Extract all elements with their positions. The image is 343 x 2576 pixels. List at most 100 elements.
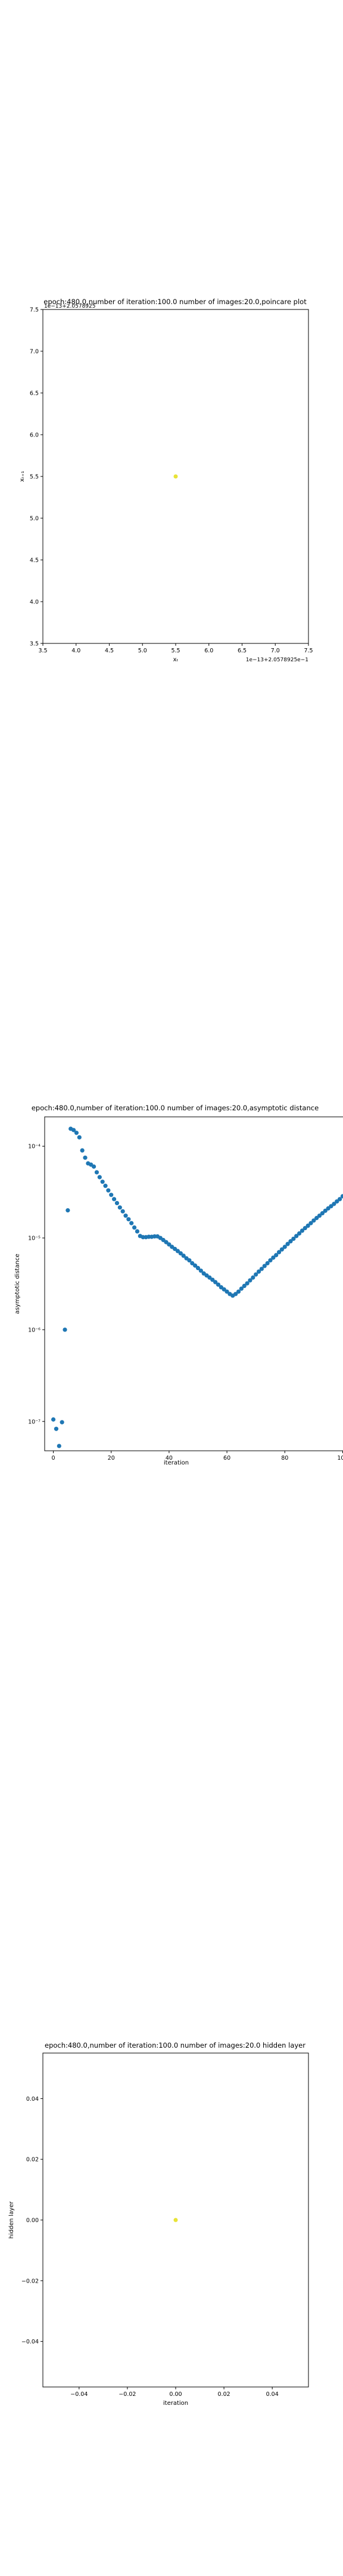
poincare-y-tick-label: 5.0 <box>30 516 39 522</box>
asymptotic-point <box>123 1213 128 1218</box>
poincare-y-tick-label: 4.5 <box>30 558 39 564</box>
asymptotic-point <box>314 1216 319 1221</box>
asymptotic-point <box>167 1242 172 1247</box>
asymptotic-point <box>332 1202 336 1206</box>
asymptotic-point <box>178 1251 183 1256</box>
asymptotic-point <box>242 1283 247 1289</box>
asymptotic-point <box>80 1148 85 1153</box>
asymptotic-point <box>271 1255 276 1260</box>
asymptotic-point <box>63 1327 67 1332</box>
asymptotic-point <box>288 1239 293 1244</box>
asymptotic-y-label: asymptotic distance <box>14 1253 21 1314</box>
asymptotic-point <box>216 1282 221 1287</box>
asymptotic-point <box>97 1175 102 1179</box>
asymptotic-point <box>297 1231 302 1236</box>
asymptotic-point <box>51 1417 56 1422</box>
poincare-point <box>173 474 178 479</box>
asymptotic-distance-chart: epoch:480.0,number of iteration:100.0 nu… <box>14 1104 343 1466</box>
poincare-x-tick-label: 4.0 <box>71 648 80 654</box>
asymptotic-plot-area <box>44 1116 343 1451</box>
hidden-layer-x-label: iteration <box>163 2400 188 2407</box>
hidden-layer-x-tick-label: −0.02 <box>119 2391 136 2398</box>
asymptotic-point <box>268 1258 273 1263</box>
hidden-layer-chart: epoch:480.0,number of iteration:100.0 nu… <box>8 2041 309 2407</box>
asymptotic-point <box>279 1247 284 1252</box>
asymptotic-point <box>57 1444 61 1448</box>
asymptotic-point <box>248 1278 252 1283</box>
hidden-layer-y-label: hidden layer <box>8 2201 15 2238</box>
asymptotic-point <box>181 1253 186 1258</box>
asymptotic-point <box>329 1204 333 1209</box>
asymptotic-point <box>308 1221 313 1225</box>
poincare-x-tick-label: 5.5 <box>171 648 180 654</box>
asymptotic-point <box>256 1269 261 1274</box>
poincare-x-tick-label: 7.0 <box>271 648 280 654</box>
asymptotic-point <box>305 1223 310 1228</box>
poincare-y-tick-label: 3.5 <box>30 641 39 648</box>
asymptotic-y-tick-label: 10⁻⁶ <box>28 1327 40 1333</box>
poincare-x-tick-label: 4.5 <box>105 648 114 654</box>
asymptotic-point <box>224 1289 229 1294</box>
asymptotic-point <box>335 1199 339 1204</box>
asymptotic-point <box>259 1267 264 1271</box>
asymptotic-point <box>276 1250 282 1255</box>
hidden-layer-y-tick-label: 0.04 <box>26 2096 39 2103</box>
asymptotic-x-tick-label: 40 <box>166 1455 173 1462</box>
asymptotic-point <box>213 1280 218 1284</box>
poincare-y-tick-label: 6.5 <box>30 391 39 397</box>
asymptotic-point <box>222 1287 226 1292</box>
asymptotic-point <box>320 1211 325 1216</box>
asymptotic-point <box>120 1209 125 1214</box>
poincare-x-label: xₜ <box>173 657 179 663</box>
asymptotic-point <box>126 1217 131 1222</box>
hidden-layer-x-tick-label: 0.04 <box>266 2391 279 2398</box>
asymptotic-point <box>254 1272 258 1277</box>
asymptotic-point <box>66 1208 70 1213</box>
asymptotic-point <box>300 1228 305 1233</box>
poincare-y-tick-label: 5.5 <box>30 474 39 481</box>
asymptotic-x-tick-label: 20 <box>108 1455 115 1462</box>
poincare-chart: epoch:480.0,number of iteration:100.0 nu… <box>19 298 313 663</box>
hidden-layer-x-tick-label: 0.00 <box>169 2391 182 2398</box>
hidden-layer-point <box>173 2218 178 2222</box>
asymptotic-point <box>317 1213 322 1218</box>
asymptotic-point <box>60 1420 64 1425</box>
asymptotic-point <box>193 1263 198 1268</box>
poincare-y-tick-label: 6.0 <box>30 432 39 439</box>
asymptotic-point <box>74 1131 79 1135</box>
asymptotic-point <box>245 1281 250 1286</box>
asymptotic-point <box>195 1265 201 1271</box>
hidden-layer-y-tick-label: −0.02 <box>21 2278 39 2284</box>
asymptotic-x-tick-label: 0 <box>52 1455 55 1462</box>
asymptotic-point <box>187 1258 192 1263</box>
asymptotic-point <box>198 1268 203 1273</box>
asymptotic-point <box>106 1188 111 1193</box>
asymptotic-point <box>265 1261 270 1266</box>
asymptotic-point <box>94 1170 99 1175</box>
asymptotic-point <box>135 1229 140 1234</box>
asymptotic-point <box>282 1244 287 1249</box>
poincare-y-label: xₜ₊₁ <box>19 471 26 482</box>
asymptotic-point <box>190 1261 195 1266</box>
asymptotic-x-label: iteration <box>164 1460 189 1466</box>
asymptotic-point <box>285 1241 290 1246</box>
asymptotic-point <box>294 1234 299 1239</box>
asymptotic-point <box>112 1197 117 1202</box>
asymptotic-point <box>340 1194 343 1199</box>
asymptotic-point <box>311 1218 316 1223</box>
asymptotic-point <box>100 1179 105 1184</box>
poincare-y-tick-label: 7.0 <box>30 349 39 355</box>
asymptotic-point <box>129 1221 134 1225</box>
asymptotic-point <box>274 1253 279 1258</box>
asymptotic-x-tick-label: 100 <box>337 1455 343 1462</box>
hidden-layer-title: epoch:480.0,number of iteration:100.0 nu… <box>45 2041 305 2049</box>
poincare-y-tick-label: 7.5 <box>30 307 39 314</box>
asymptotic-point <box>233 1292 238 1296</box>
asymptotic-point <box>132 1225 137 1230</box>
asymptotic-y-tick-label: 10⁻⁵ <box>28 1236 40 1242</box>
poincare-x-tick-label: 7.5 <box>304 648 313 654</box>
asymptotic-title: epoch:480.0,number of iteration:100.0 nu… <box>32 1104 319 1112</box>
asymptotic-point <box>291 1236 296 1241</box>
hidden-layer-y-tick-label: −0.04 <box>21 2339 39 2345</box>
